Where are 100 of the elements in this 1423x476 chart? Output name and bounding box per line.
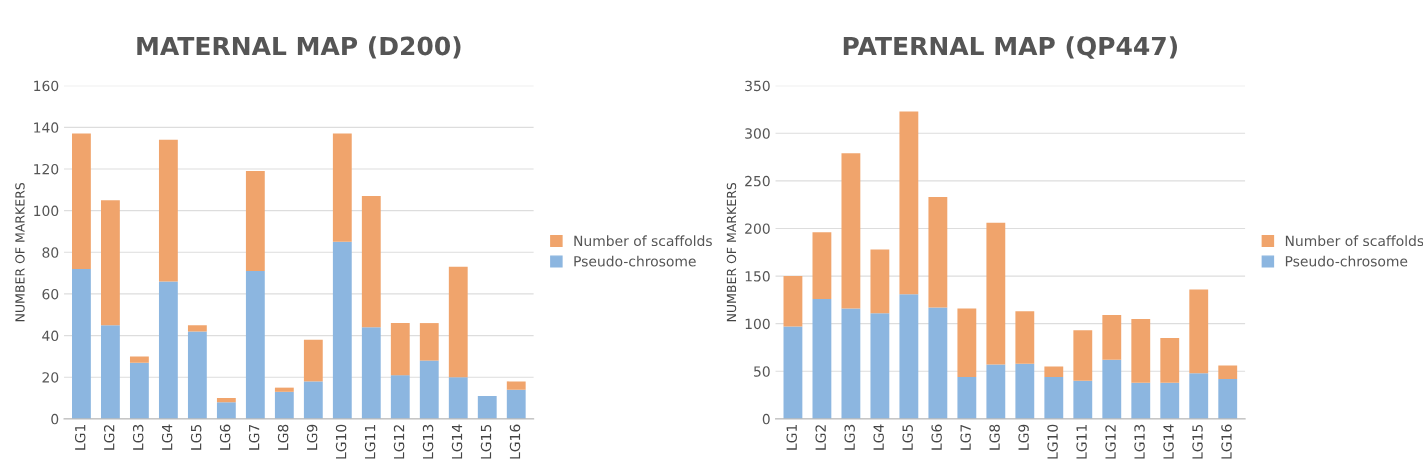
y-tick-label: 0 — [762, 413, 770, 425]
bar — [506, 381, 526, 390]
x-tick-label: LG14 — [451, 424, 463, 459]
bar — [1044, 366, 1064, 377]
x-tick-label: LG11 — [364, 425, 376, 459]
x-tick-label: LG10 — [1047, 424, 1058, 459]
bar — [1189, 289, 1209, 374]
bar — [928, 307, 948, 419]
bar — [1044, 376, 1064, 419]
bar — [216, 402, 236, 419]
x-tick-label: LG2 — [103, 425, 115, 450]
bar — [812, 298, 832, 419]
bar — [1218, 365, 1238, 379]
y-tick-label: 20 — [42, 372, 59, 383]
bar — [506, 389, 526, 419]
bar — [274, 391, 294, 419]
bar — [928, 197, 948, 308]
bar — [129, 356, 149, 363]
bar — [1160, 337, 1180, 383]
bar — [812, 232, 832, 299]
bar — [158, 139, 178, 282]
y-tick-label: 100 — [745, 318, 770, 330]
y-tick-label: 160 — [34, 80, 59, 92]
bar — [957, 308, 977, 377]
x-tick-label: LG4 — [873, 424, 884, 450]
bar — [1102, 359, 1122, 419]
bar — [1131, 318, 1151, 383]
x-tick-label: LG13 — [422, 424, 434, 459]
y-tick-label: 200 — [745, 223, 770, 234]
y-tick-label: 300 — [745, 128, 770, 139]
y-tick-label: 0 — [51, 413, 59, 425]
y-axis-title: NUMBER OF MARKERS — [15, 182, 25, 322]
bar — [1015, 311, 1035, 364]
y-tick-label: 150 — [745, 271, 770, 282]
bar — [986, 222, 1006, 365]
bar — [187, 331, 207, 419]
bar — [332, 133, 352, 242]
bar — [361, 327, 381, 419]
x-tick-label: LG7 — [248, 424, 260, 450]
bar — [957, 376, 977, 419]
x-tick-label: LG16 — [509, 424, 521, 459]
x-tick-label: LG11 — [1076, 425, 1087, 459]
bar — [390, 375, 410, 419]
bar — [1218, 378, 1238, 419]
legend-label: Number of scaffolds — [1285, 235, 1423, 247]
x-tick-label: LG5 — [902, 424, 913, 450]
x-tick-label: LG12 — [1105, 425, 1116, 459]
chart-title: PATERNAL MAP (QP447) — [843, 36, 1177, 59]
bar — [100, 200, 120, 326]
x-tick-label: LG7 — [960, 424, 971, 450]
y-tick-label: 80 — [42, 247, 59, 258]
bar — [361, 196, 381, 328]
bar — [274, 387, 294, 392]
x-tick-label: LG2 — [815, 425, 826, 450]
bar — [1073, 380, 1093, 419]
x-tick-label: LG13 — [1134, 424, 1145, 459]
y-tick-label: 250 — [745, 175, 770, 187]
bar — [477, 395, 497, 419]
bar — [1189, 373, 1209, 419]
x-tick-label: LG9 — [306, 424, 318, 450]
bar — [870, 249, 890, 314]
bar — [100, 325, 120, 419]
bar — [187, 325, 207, 332]
x-tick-label: LG12 — [393, 425, 405, 459]
bar — [1015, 363, 1035, 419]
bar — [245, 271, 265, 419]
x-tick-label: LG8 — [277, 424, 289, 450]
bar — [870, 313, 890, 419]
y-tick-label: 120 — [34, 163, 59, 175]
y-tick-label: 350 — [745, 80, 770, 92]
x-tick-label: LG6 — [931, 424, 942, 450]
x-tick-label: LG3 — [844, 424, 855, 450]
bar — [216, 398, 236, 403]
bar — [72, 268, 91, 419]
bar — [245, 171, 265, 272]
x-tick-label: LG15 — [480, 424, 492, 459]
x-tick-label: LG5 — [190, 424, 202, 450]
bar — [303, 381, 323, 419]
bar — [899, 111, 919, 295]
y-tick-label: 50 — [754, 366, 770, 377]
bar — [448, 377, 468, 419]
x-tick-label: LG1 — [74, 425, 86, 450]
y-tick-label: 40 — [42, 330, 59, 342]
y-axis-title: NUMBER OF MARKERS — [726, 182, 737, 322]
x-tick-label: LG9 — [1018, 424, 1029, 450]
bar — [303, 339, 323, 382]
bar — [1073, 330, 1093, 381]
x-tick-label: LG15 — [1192, 424, 1203, 459]
bar — [899, 294, 919, 419]
y-tick-label: 140 — [34, 122, 59, 133]
bar — [986, 364, 1006, 419]
bar — [129, 362, 149, 419]
bar — [158, 281, 178, 419]
bar — [390, 323, 410, 376]
bar — [1160, 382, 1180, 419]
bar — [1102, 315, 1122, 360]
bar — [783, 326, 803, 419]
bar — [332, 241, 352, 419]
bar — [419, 360, 439, 419]
x-tick-label: LG8 — [989, 424, 1000, 450]
